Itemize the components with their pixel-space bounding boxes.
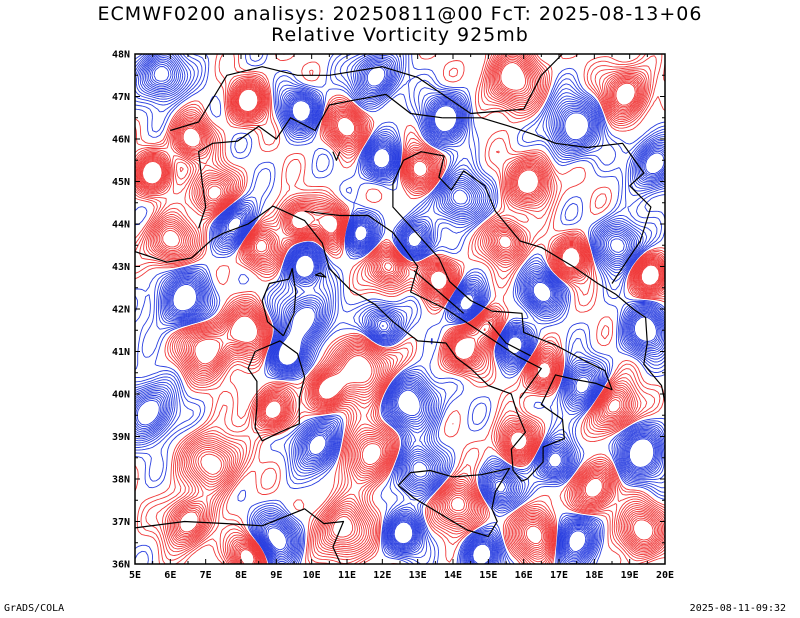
coastline-path <box>223 151 613 482</box>
positive-vorticity-contour <box>137 54 665 564</box>
negative-vorticity-contour <box>135 56 665 564</box>
negative-vorticity-contour <box>135 54 665 564</box>
coastline-path <box>314 272 327 278</box>
positive-vorticity-contour <box>138 55 664 564</box>
lon-tick-label: 17E <box>550 570 568 581</box>
coastline-path <box>304 210 542 399</box>
positive-vorticity-contour <box>141 61 660 564</box>
positive-vorticity-contour <box>137 54 664 564</box>
lon-tick-label: 16E <box>515 570 533 581</box>
contour-field <box>135 54 665 564</box>
lon-tick-label: 6E <box>164 570 176 581</box>
negative-vorticity-contour <box>135 61 665 564</box>
lon-tick-label: 18E <box>585 570 603 581</box>
coastline-path <box>135 508 345 564</box>
lat-tick-label: 39N <box>112 432 130 443</box>
footer-timestamp: 2025-08-11-09:32 <box>689 603 786 614</box>
negative-vorticity-contour <box>135 54 665 564</box>
positive-vorticity-contour <box>140 58 662 564</box>
positive-vorticity-contour <box>135 54 665 564</box>
lon-tick-label: 12E <box>373 570 391 581</box>
lon-tick-label: 20E <box>656 570 674 581</box>
coastline-path <box>135 232 224 263</box>
lat-tick-label: 43N <box>112 262 130 273</box>
positive-vorticity-contour <box>135 54 665 564</box>
lat-tick-label: 40N <box>112 390 130 401</box>
lon-tick-label: 5E <box>129 570 141 581</box>
lat-tick-label: 44N <box>112 220 130 231</box>
lon-tick-label: 13E <box>409 570 427 581</box>
positive-vorticity-contour <box>135 54 665 564</box>
lon-tick-label: 19E <box>621 570 639 581</box>
coastlines <box>135 54 665 564</box>
coastline-path <box>397 467 511 537</box>
negative-vorticity-contour <box>135 54 665 564</box>
negative-vorticity-contour <box>136 66 665 564</box>
coastline-path <box>247 340 306 442</box>
lat-tick-label: 47N <box>112 92 130 103</box>
lon-tick-label: 8E <box>235 570 247 581</box>
coastline-path <box>413 270 464 314</box>
negative-vorticity-contour <box>135 54 665 564</box>
chart-subtitle: Relative Vorticity 925mb <box>271 24 529 46</box>
lat-tick-label: 41N <box>112 347 130 358</box>
lat-tick-label: 36N <box>112 560 130 571</box>
lon-tick-label: 11E <box>338 570 356 581</box>
lon-tick-label: 9E <box>270 570 282 581</box>
lon-tick-label: 14E <box>444 570 462 581</box>
negative-vorticity-contour <box>135 63 665 564</box>
longitude-axis: 5E 6E 7E 8E 9E 10E 11E 12E 13E 14E 15E 16E 17E 18E 19E… <box>129 570 674 581</box>
lon-tick-label: 10E <box>303 570 321 581</box>
lon-tick-label: 7E <box>200 570 212 581</box>
lat-tick-label: 38N <box>112 475 130 486</box>
coastline-path <box>198 93 443 229</box>
lon-tick-label: 15E <box>479 570 497 581</box>
coastline-path <box>170 54 563 132</box>
negative-vorticity-contour <box>135 54 665 564</box>
positive-vorticity-contour <box>135 54 665 564</box>
coastline-path <box>487 321 531 357</box>
lat-tick-label: 37N <box>112 517 130 528</box>
coastline-path <box>664 402 665 405</box>
positive-vorticity-contour <box>135 54 665 564</box>
negative-vorticity-contour <box>135 60 665 564</box>
chart-title: ECMWF0200 analisys: 20250811@00 FcT: 202… <box>97 3 703 25</box>
coastline-path <box>261 268 297 337</box>
footer-software: GrADS/COLA <box>4 603 65 614</box>
lat-tick-label: 45N <box>112 177 130 188</box>
latitude-axis: 36N 37N 38N 39N 40N 41N 42N 43N 44N 45N 46N 47N 48N <box>112 50 130 571</box>
lat-tick-label: 42N <box>112 305 130 316</box>
lat-tick-label: 48N <box>112 50 130 61</box>
coastline-path <box>438 155 665 403</box>
coastline-path <box>332 151 341 161</box>
positive-vorticity-contour <box>135 54 665 564</box>
coastline-path <box>442 117 652 284</box>
lat-tick-label: 46N <box>112 135 130 146</box>
positive-vorticity-contour <box>136 54 665 564</box>
negative-vorticity-contour <box>135 55 665 564</box>
axis-ticks <box>134 53 666 565</box>
